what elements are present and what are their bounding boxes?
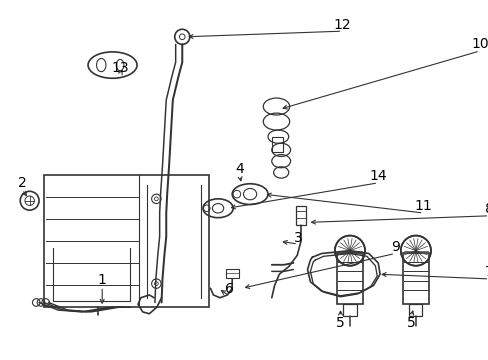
Text: 5: 5	[406, 316, 415, 330]
Circle shape	[400, 235, 430, 266]
Text: 2: 2	[18, 176, 26, 190]
Text: 9: 9	[390, 240, 399, 254]
Bar	[408, 304, 422, 316]
Circle shape	[334, 235, 364, 266]
Text: 3: 3	[293, 231, 302, 246]
Bar	[343, 304, 356, 316]
Bar	[296, 206, 305, 225]
Text: 14: 14	[368, 169, 386, 183]
Text: 13: 13	[111, 61, 129, 75]
Bar	[225, 269, 238, 278]
Text: 6: 6	[224, 282, 233, 296]
Bar	[44, 175, 208, 307]
Text: 12: 12	[333, 18, 350, 32]
Text: 8: 8	[484, 202, 488, 216]
Text: 4: 4	[235, 162, 244, 176]
Text: 7: 7	[484, 265, 488, 279]
Bar	[271, 137, 283, 152]
Text: 10: 10	[470, 37, 488, 51]
Text: 11: 11	[414, 199, 431, 213]
Text: 1: 1	[98, 273, 106, 287]
Bar	[402, 253, 428, 304]
Bar	[336, 253, 363, 304]
Text: 5: 5	[335, 316, 344, 330]
